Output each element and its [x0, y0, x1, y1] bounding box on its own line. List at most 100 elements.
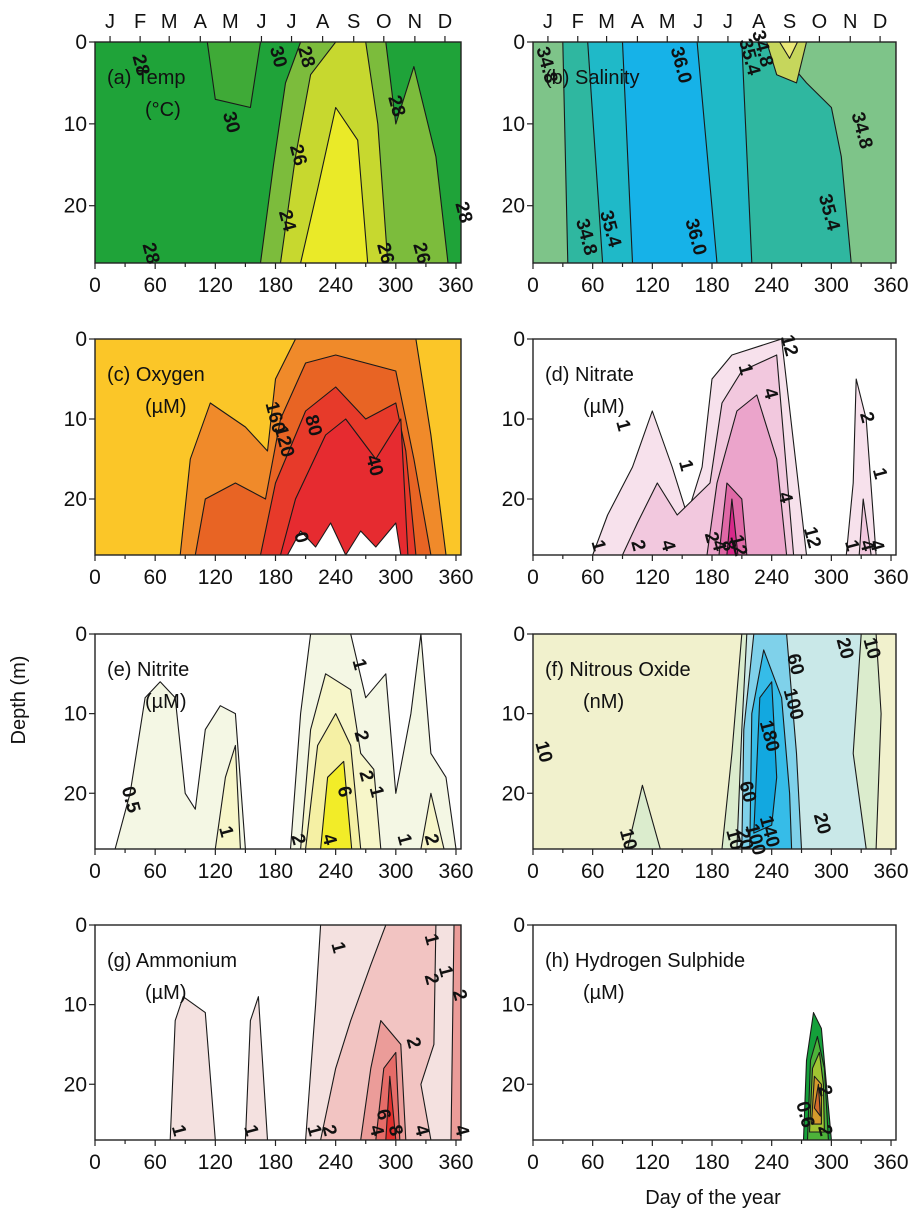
y-tick-label: 20 [64, 488, 87, 511]
month-label: J [723, 11, 733, 33]
panel-unit: (µM) [583, 396, 625, 418]
x-tick-label: 180 [694, 566, 729, 589]
x-tick-label: 120 [198, 274, 233, 297]
y-tick-label: 10 [502, 703, 525, 726]
contour-label: 2 [354, 768, 377, 784]
band-e-2 [214, 744, 241, 849]
plot-frame [94, 633, 462, 850]
x-tick-label: 300 [378, 1151, 413, 1174]
x-tick-label: 0 [89, 274, 101, 297]
month-label: O [376, 11, 392, 33]
y-tick-label: 0 [75, 31, 87, 54]
x-tick-label: 120 [635, 274, 670, 297]
month-label: S [783, 11, 796, 33]
month-label: F [134, 11, 146, 33]
x-tick-label: 360 [874, 1151, 909, 1174]
contour-bands [533, 339, 896, 555]
x-tick-label: 360 [438, 274, 473, 297]
plot-frame [532, 41, 897, 264]
month-label: F [572, 11, 584, 33]
x-tick-label: 360 [874, 566, 909, 589]
month-label: N [843, 11, 857, 33]
x-tick-label: 60 [143, 566, 166, 589]
month-label: N [408, 11, 422, 33]
x-tick-label: 360 [874, 860, 909, 883]
panel-f: 0 60 120 180 240 300 360 0 10 20 (f) Nitrous Oxide… [502, 623, 909, 883]
month-label: M [659, 11, 676, 33]
panel-title: (h) Hydrogen Sulphide [545, 950, 745, 972]
x-tick-label: 120 [635, 566, 670, 589]
x-tick-label: 120 [198, 860, 233, 883]
contour-label: 2 [813, 1123, 836, 1139]
band-g-7 [385, 1075, 397, 1140]
contour-label: 2 [286, 832, 309, 848]
y-tick-label: 20 [64, 782, 87, 805]
band-b-1 [533, 42, 569, 263]
plot-frame [94, 338, 462, 556]
x-tick-label: 300 [814, 274, 849, 297]
y-tick-label: 10 [64, 113, 87, 136]
y-tick-label: 0 [513, 914, 525, 937]
x-tick-label: 300 [814, 860, 849, 883]
panel-title: (b) Salinity [545, 67, 639, 89]
band-d-7 [858, 498, 872, 555]
month-label: D [873, 11, 887, 33]
month-label: J [693, 11, 703, 33]
x-tick-label: 180 [258, 274, 293, 297]
plot-frame [532, 633, 897, 850]
y-tick-label: 10 [502, 994, 525, 1017]
band-c-5 [286, 522, 402, 555]
panel-title: (e) Nitrite [107, 659, 189, 681]
plot-frame [532, 924, 897, 1141]
x-tick-label: 360 [874, 274, 909, 297]
panel-title: (f) Nitrous Oxide [545, 659, 691, 681]
contour-bands [95, 339, 461, 555]
month-label: S [347, 11, 360, 33]
panel-unit: (µM) [583, 982, 625, 1004]
contour-label: 2 [420, 971, 443, 987]
y-tick-label: 20 [502, 782, 525, 805]
x-tick-label: 240 [318, 860, 353, 883]
x-tick-label: 240 [754, 1151, 789, 1174]
x-tick-label: 180 [258, 566, 293, 589]
contour-bands [533, 634, 896, 849]
contour-bands [95, 634, 461, 849]
band-g-8 [450, 925, 461, 1140]
x-tick-label: 60 [143, 860, 166, 883]
x-tick-label: 300 [378, 566, 413, 589]
month-label: O [812, 11, 828, 33]
x-tick-label: 0 [89, 566, 101, 589]
x-tick-label: 60 [581, 566, 604, 589]
x-tick-label: 240 [318, 274, 353, 297]
month-label: J [105, 11, 115, 33]
y-tick-label: 10 [502, 408, 525, 431]
month-label: M [222, 11, 239, 33]
y-tick-label: 20 [502, 488, 525, 511]
band-e-6 [320, 760, 353, 849]
x-tick-label: 120 [198, 1151, 233, 1174]
panel-title: (a) Temp [107, 67, 186, 89]
panel-unit: (°C) [145, 99, 181, 121]
x-tick-label: 180 [258, 860, 293, 883]
contour-bands [95, 925, 461, 1140]
x-tick-label: 240 [318, 566, 353, 589]
x-tick-label: 360 [438, 860, 473, 883]
panel-title: (c) Oxygen [107, 364, 205, 386]
month-label: M [161, 11, 178, 33]
contour-label: 6 [333, 784, 356, 800]
band-f-6 [626, 784, 661, 849]
contour-label: 2 [813, 1083, 836, 1099]
band-c-4 [279, 418, 409, 555]
month-label: A [631, 11, 645, 33]
x-tick-label: 240 [754, 566, 789, 589]
y-tick-label: 10 [64, 408, 87, 431]
contour-label: 8 [384, 1123, 407, 1139]
x-tick-label: 0 [527, 274, 539, 297]
contour-bands [533, 925, 896, 1140]
y-tick-label: 10 [64, 994, 87, 1017]
